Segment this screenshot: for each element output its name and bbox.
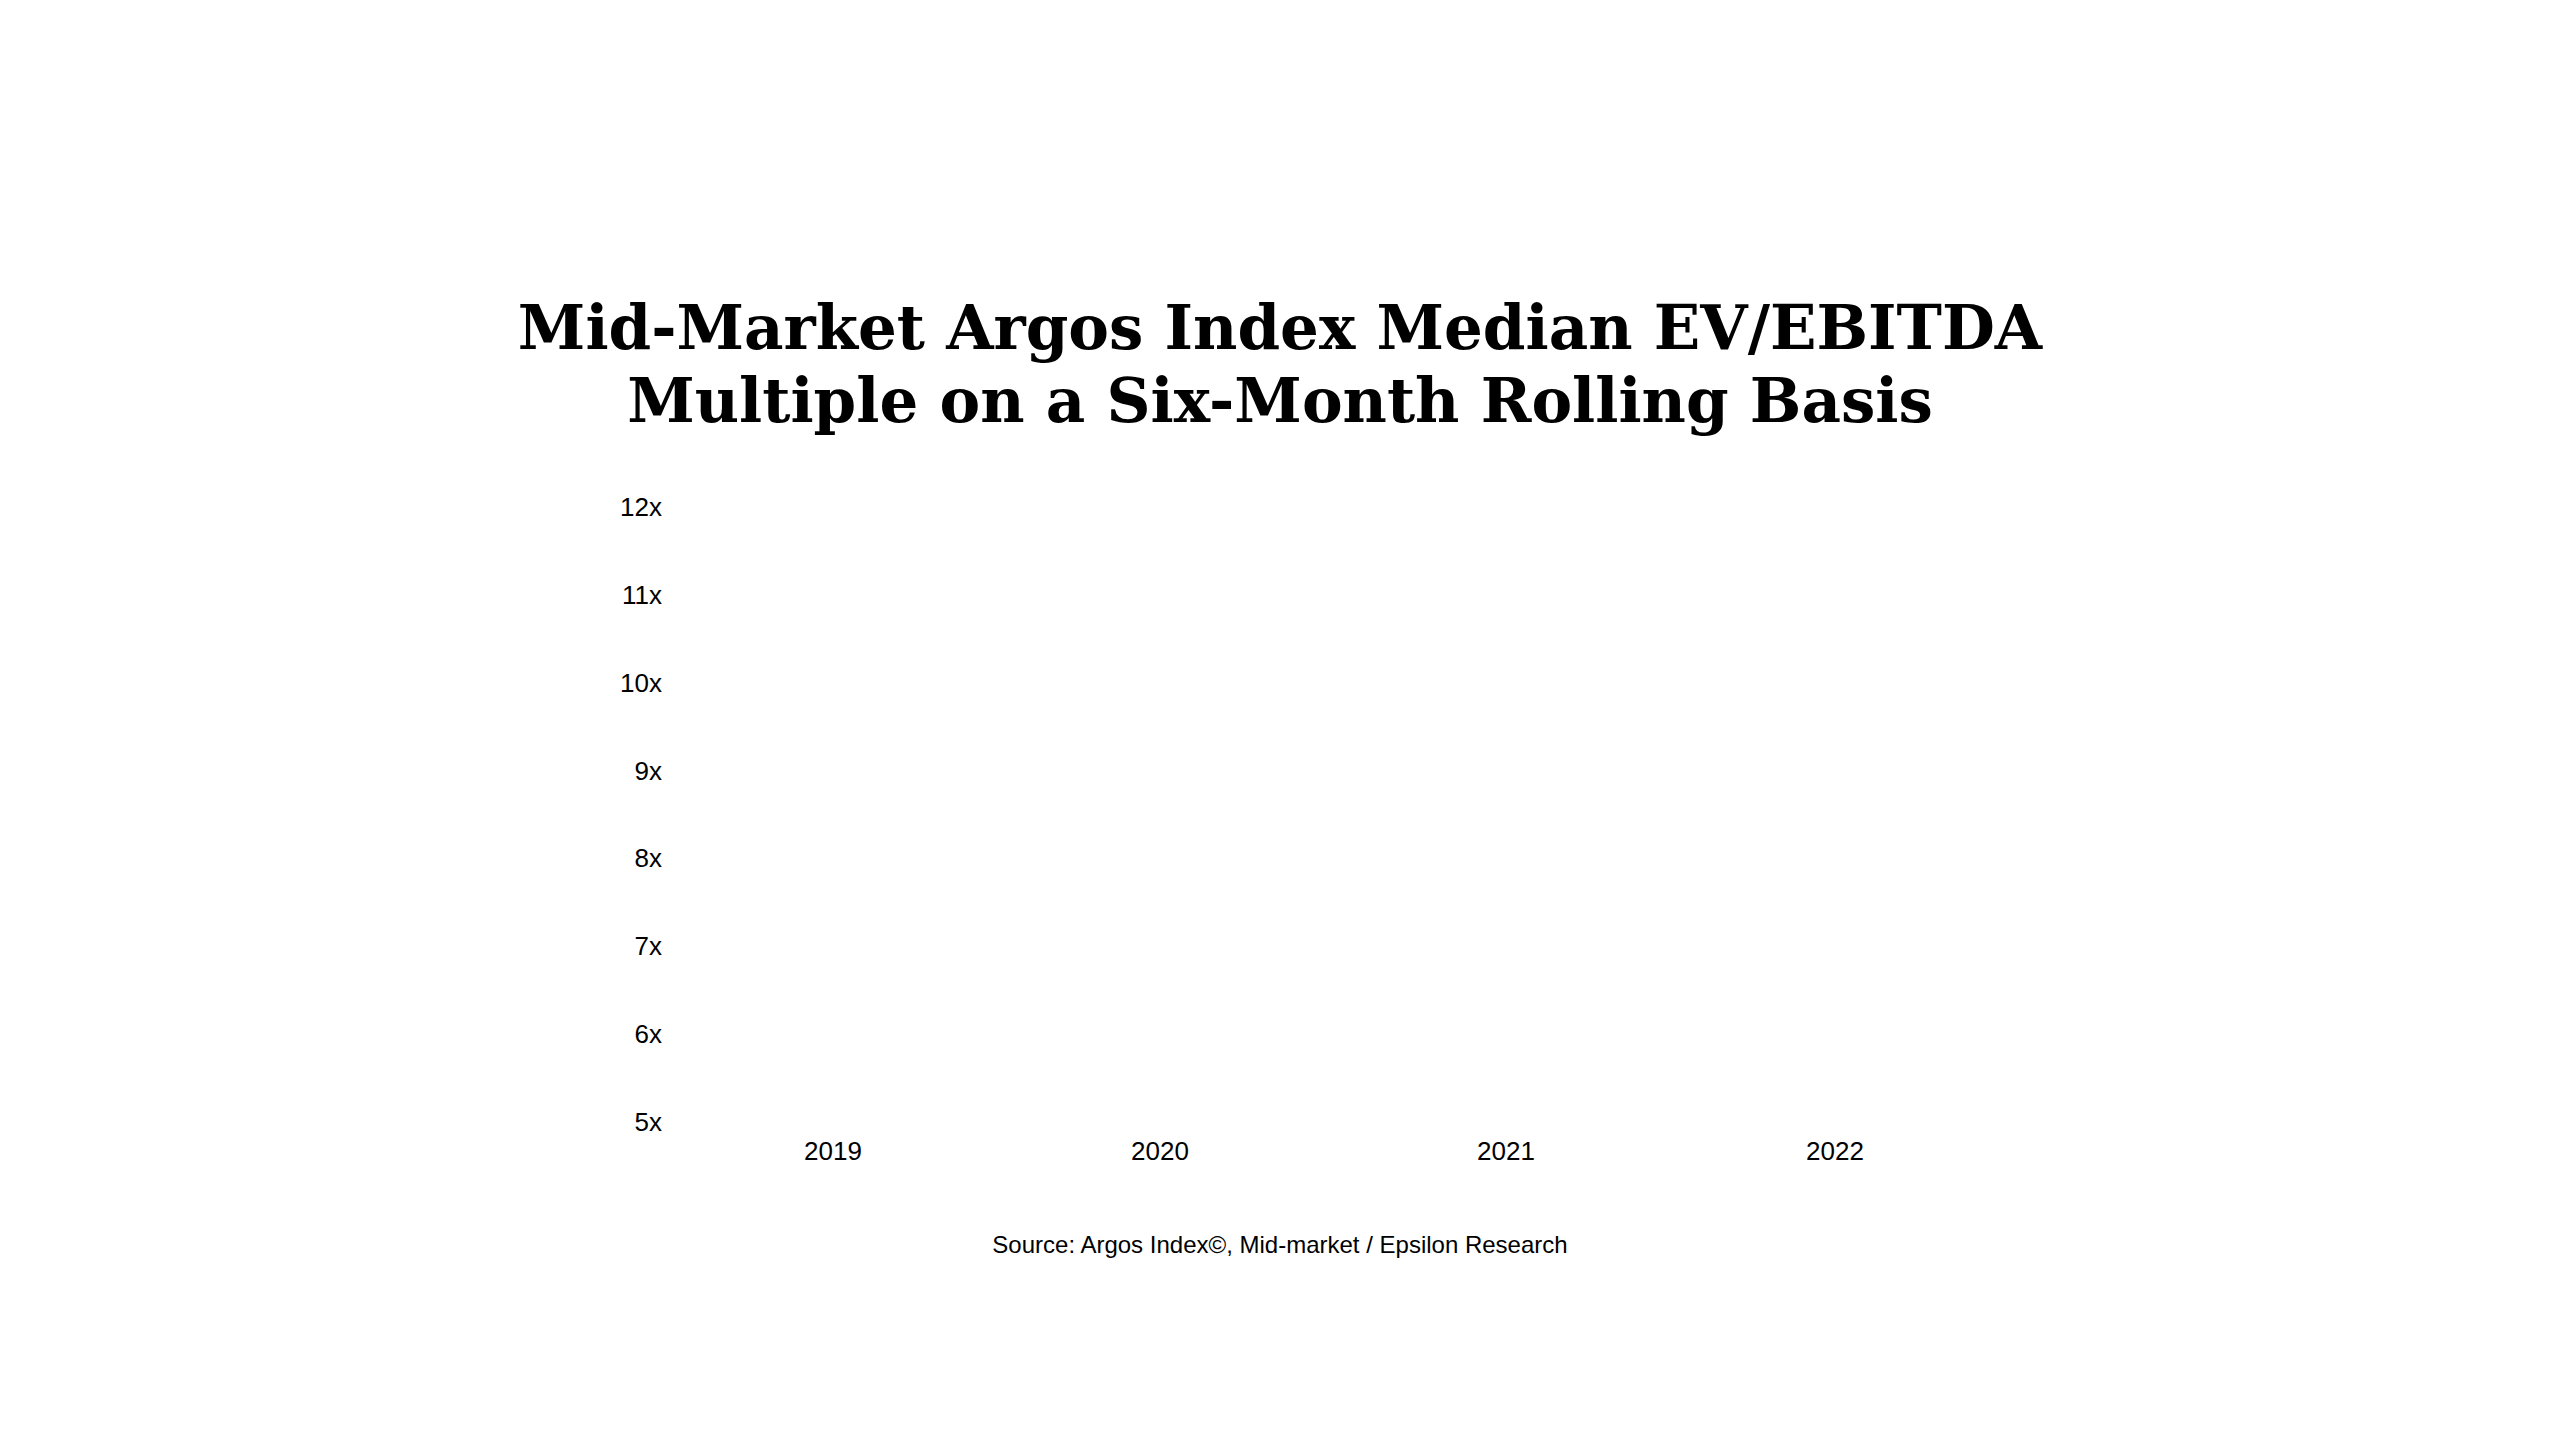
plot-area xyxy=(680,494,2000,1135)
x-axis-tick-label: 2021 xyxy=(1477,1138,1535,1164)
x-axis-tick-label: 2022 xyxy=(1806,1138,1864,1164)
y-axis-tick-label: 11x xyxy=(622,582,662,608)
y-axis-tick-label: 12x xyxy=(620,494,662,520)
source-caption: Source: Argos Index©, Mid-market / Epsil… xyxy=(0,1231,2560,1259)
x-axis-tick-label: 2020 xyxy=(1131,1138,1189,1164)
x-axis-tick-label: 2019 xyxy=(804,1138,862,1164)
chart-canvas: Mid-Market Argos Index Median EV/EBITDA … xyxy=(0,0,2560,1440)
y-axis-tick-label: 7x xyxy=(635,933,662,959)
chart-title-line-2: Multiple on a Six-Month Rolling Basis xyxy=(0,364,2560,437)
y-axis-tick-label: 10x xyxy=(620,670,662,696)
y-axis-tick-label: 8x xyxy=(635,845,662,871)
y-axis-tick-label: 6x xyxy=(635,1021,662,1047)
y-axis-tick-label: 9x xyxy=(635,758,662,784)
y-axis-tick-labels: 12x 11x 10x 9x 8x 7x 6x 5x xyxy=(0,494,662,1135)
x-axis-tick-labels: 2019 2020 2021 2022 xyxy=(0,1138,2560,1168)
chart-title-line-1: Mid-Market Argos Index Median EV/EBITDA xyxy=(0,291,2560,364)
y-axis-tick-label: 5x xyxy=(635,1109,662,1135)
chart-title: Mid-Market Argos Index Median EV/EBITDA … xyxy=(0,291,2560,437)
